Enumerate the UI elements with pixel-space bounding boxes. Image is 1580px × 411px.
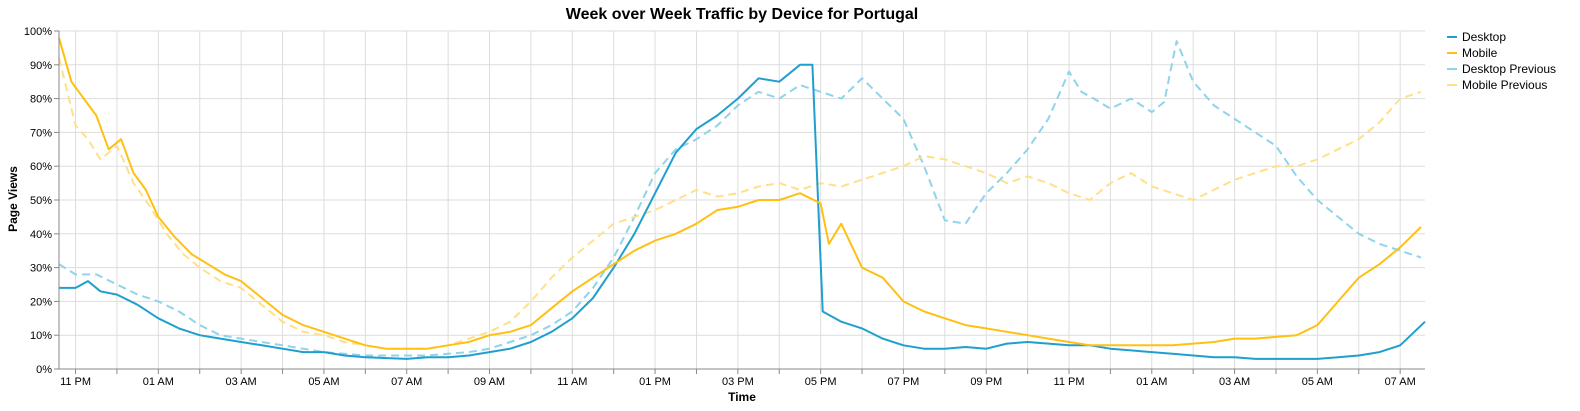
legend-item-desktop[interactable]: Desktop [1447,30,1506,44]
x-tick-label: 11 PM [60,376,91,388]
x-tick-label: 05 AM [1302,376,1333,388]
x-tick-label: 01 AM [143,376,174,388]
x-axis-title: Time [728,390,756,404]
axes: 0% 10% 20% 30% 40% 50% 60% 70% 80% 90% 100% 11 PM 01… [24,26,1425,388]
x-tick-label: 03 PM [722,376,754,388]
y-tick-label: 40% [30,229,52,241]
x-tick-label: 01 PM [639,376,671,388]
y-tick-label: 90% [30,60,52,72]
y-tick-label: 70% [30,127,52,139]
x-tick-label: 07 AM [1385,376,1416,388]
legend[interactable]: Desktop Mobile Desktop Previous Mobile Prev… [1447,30,1556,92]
series-line-desktop-previous [58,40,1422,357]
y-tick-label: 30% [30,263,52,275]
x-tick-label: 09 PM [970,376,1002,388]
series-line-mobile-previous [58,57,1422,350]
chart-title: Week over Week Traffic by Device for Por… [566,6,918,23]
x-tick-label: 11 PM [1054,376,1085,388]
legend-label: Desktop [1462,30,1506,44]
x-tick-label: 11 AM [557,376,587,388]
y-tick-label: 60% [30,161,52,173]
series-lines [58,37,1426,360]
x-tick-label: 09 AM [474,376,505,388]
y-tick-label: 50% [30,195,52,207]
series-line-mobile [58,37,1422,350]
y-tick-label: 80% [30,94,52,106]
x-tick-label: 07 AM [391,376,422,388]
y-tick-label: 0% [36,364,52,376]
legend-label: Mobile Previous [1462,78,1547,92]
x-tick-label: 03 AM [226,376,257,388]
legend-label: Desktop Previous [1462,62,1556,76]
legend-item-mobile[interactable]: Mobile [1447,46,1498,60]
x-tick-label: 05 AM [308,376,339,388]
y-tick-label: 100% [24,26,52,38]
y-axis-title: Page Views [6,166,20,232]
legend-item-mobile-previous[interactable]: Mobile Previous [1447,78,1547,92]
legend-item-desktop-previous[interactable]: Desktop Previous [1447,62,1556,76]
x-tick-label: 07 PM [888,376,920,388]
y-tick-label: 20% [30,296,52,308]
x-tick-label: 05 PM [805,376,837,388]
legend-label: Mobile [1462,46,1498,60]
x-tick-label: 03 AM [1219,376,1250,388]
series-line-desktop [59,63,1426,360]
grid [59,30,1425,370]
y-tick-label: 10% [30,330,52,342]
x-tick-label: 01 AM [1136,376,1167,388]
